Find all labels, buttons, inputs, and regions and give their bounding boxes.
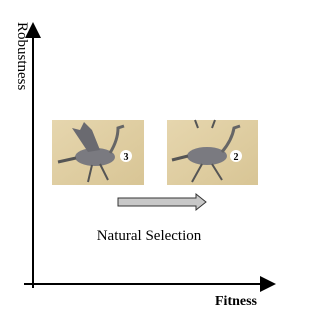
- diagram: Robustness Fitness 3 2 Natural Selection: [0, 0, 278, 311]
- y-axis-label: Robustness: [14, 22, 30, 91]
- panel-number: 3: [124, 152, 129, 163]
- bird-image: 3: [52, 120, 144, 185]
- bird-image: 2: [167, 120, 258, 185]
- panel-number: 2: [234, 152, 239, 163]
- caption: Natural Selection: [97, 228, 202, 244]
- x-axis-label: Fitness: [215, 294, 258, 309]
- selection-arrow: [118, 194, 206, 210]
